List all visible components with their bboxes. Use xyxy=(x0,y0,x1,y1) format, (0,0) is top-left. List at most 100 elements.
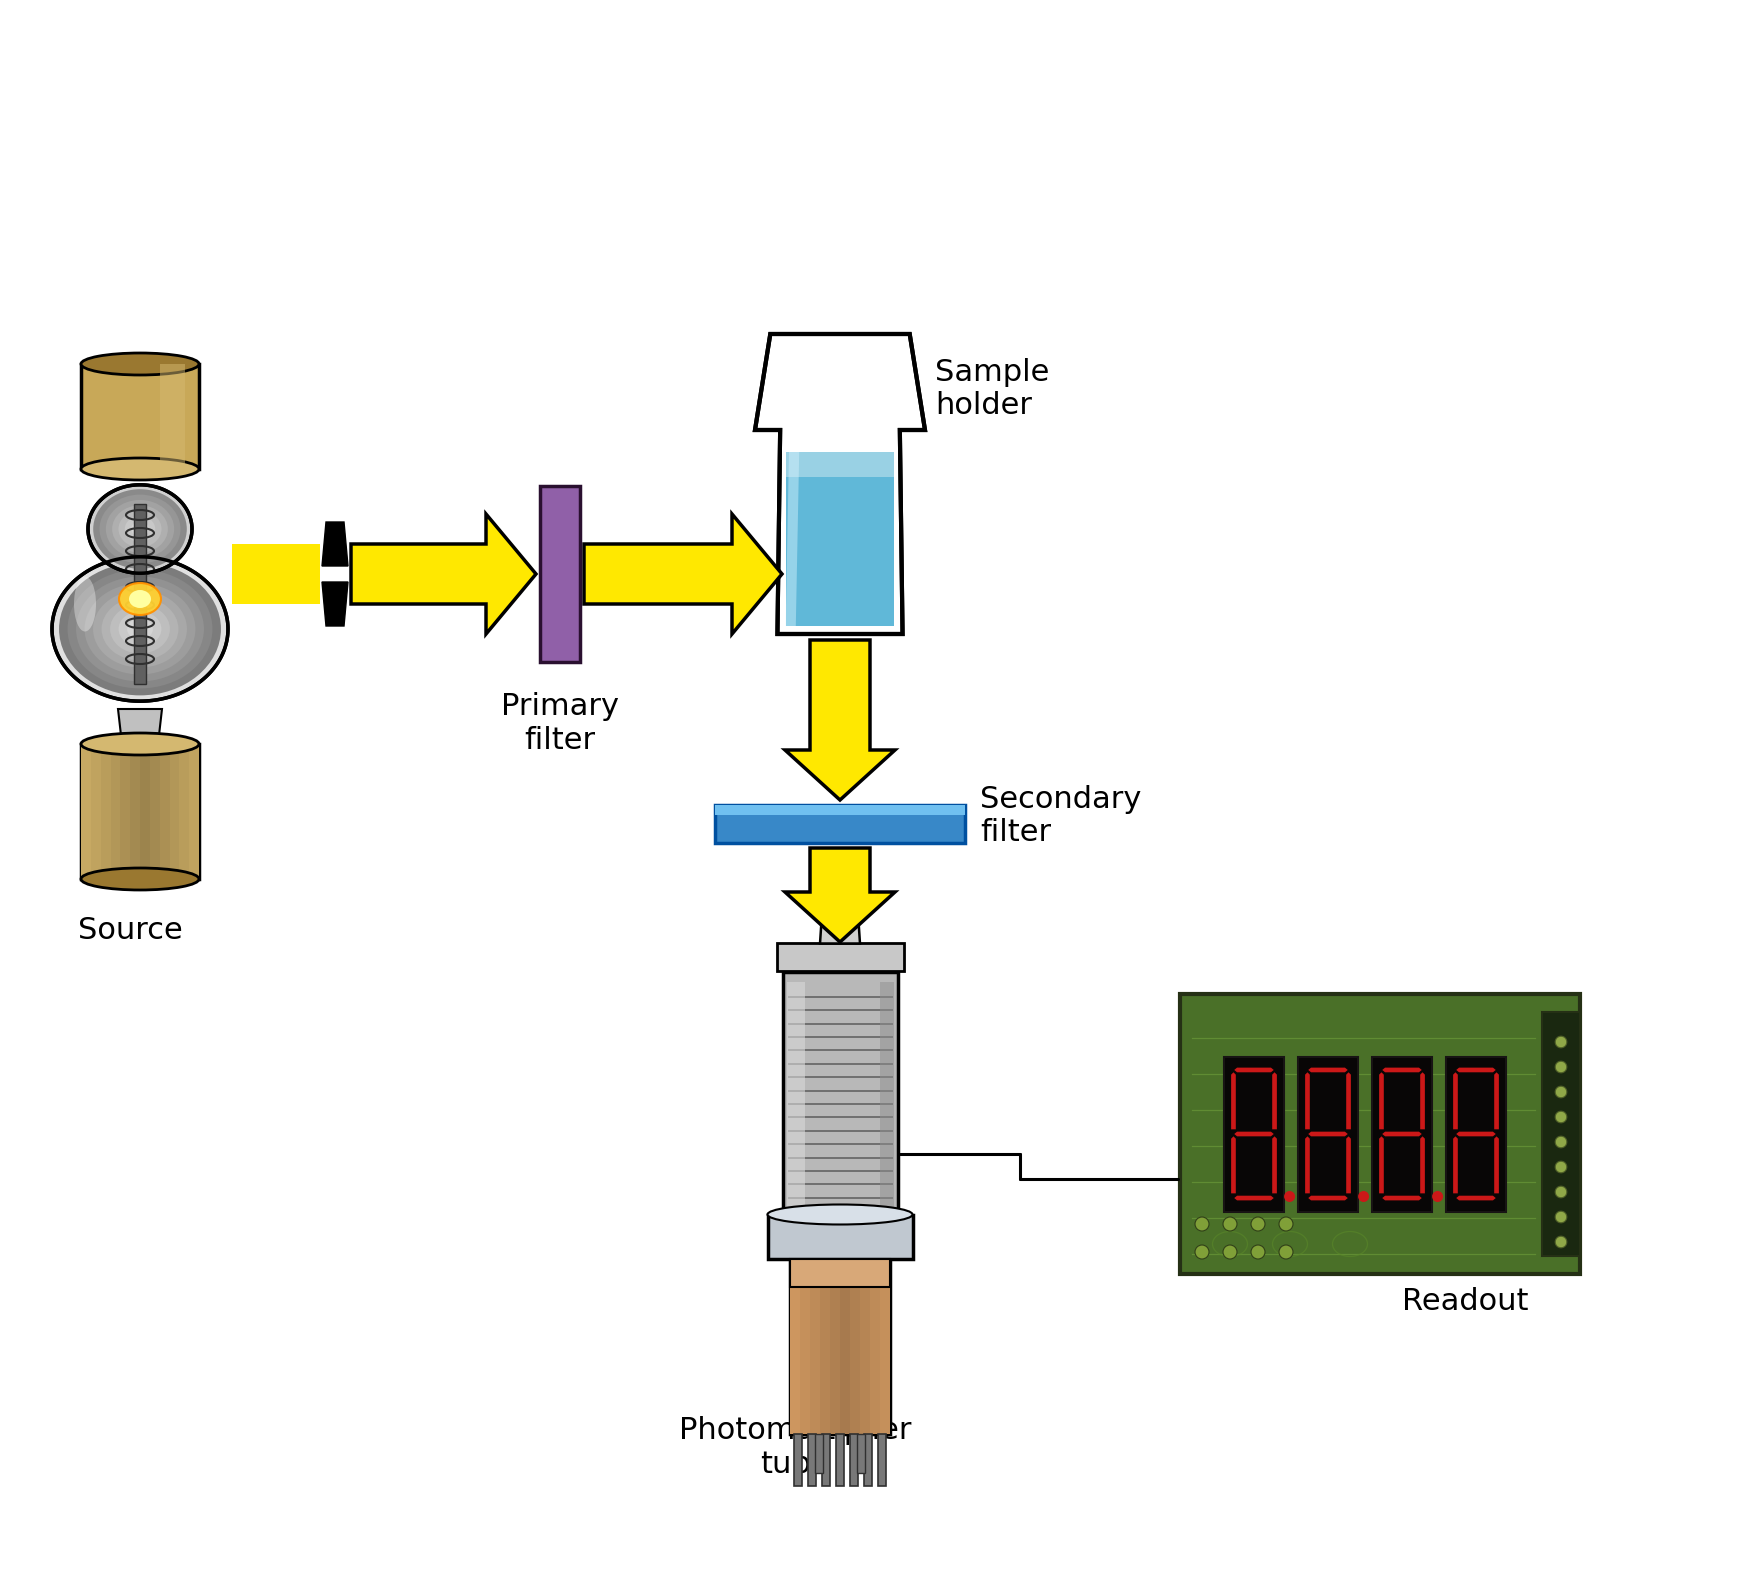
Bar xyxy=(836,1433,845,1486)
Bar xyxy=(160,744,170,878)
Polygon shape xyxy=(1309,1196,1347,1200)
Bar xyxy=(82,744,198,878)
Ellipse shape xyxy=(82,352,198,375)
Point xyxy=(779,1041,799,1060)
Circle shape xyxy=(1279,1245,1293,1259)
Ellipse shape xyxy=(94,590,188,668)
Bar xyxy=(179,744,189,878)
Polygon shape xyxy=(1272,1073,1277,1129)
Point xyxy=(779,1108,799,1127)
Polygon shape xyxy=(1305,1073,1310,1129)
Text: Readout: Readout xyxy=(1403,1288,1528,1317)
Circle shape xyxy=(1556,1086,1566,1098)
Bar xyxy=(879,982,893,1226)
Text: Primary
filter: Primary filter xyxy=(501,692,619,754)
Bar xyxy=(111,744,120,878)
Point xyxy=(779,1014,799,1033)
Bar xyxy=(82,363,198,469)
Bar xyxy=(794,1433,801,1486)
Polygon shape xyxy=(786,641,895,800)
Ellipse shape xyxy=(768,1205,912,1224)
Circle shape xyxy=(1196,1216,1210,1231)
Bar xyxy=(879,1259,890,1433)
Point xyxy=(881,1054,902,1073)
Ellipse shape xyxy=(75,577,96,631)
Ellipse shape xyxy=(118,510,162,547)
Circle shape xyxy=(1224,1245,1237,1259)
Polygon shape xyxy=(754,335,925,634)
Circle shape xyxy=(1279,1216,1293,1231)
Bar xyxy=(871,1259,879,1433)
Polygon shape xyxy=(786,453,799,626)
Polygon shape xyxy=(786,848,895,942)
Point xyxy=(779,1081,799,1100)
Polygon shape xyxy=(118,709,162,744)
Polygon shape xyxy=(1231,1073,1236,1129)
Polygon shape xyxy=(1456,1132,1496,1137)
Point xyxy=(779,1095,799,1114)
Polygon shape xyxy=(1380,1073,1383,1129)
Point xyxy=(779,987,799,1006)
Polygon shape xyxy=(1456,1068,1496,1073)
Ellipse shape xyxy=(82,869,198,889)
Point xyxy=(881,1095,902,1114)
Circle shape xyxy=(1251,1245,1265,1259)
Ellipse shape xyxy=(99,494,181,563)
Bar xyxy=(90,744,101,878)
Polygon shape xyxy=(1382,1132,1422,1137)
Ellipse shape xyxy=(94,489,186,569)
Polygon shape xyxy=(1456,1196,1496,1200)
Circle shape xyxy=(1196,1245,1210,1259)
Polygon shape xyxy=(351,513,535,634)
Bar xyxy=(1298,1057,1357,1211)
Text: Photomultiplier
tube: Photomultiplier tube xyxy=(680,1415,911,1479)
Polygon shape xyxy=(1305,1137,1310,1194)
Text: Secondary
filter: Secondary filter xyxy=(980,784,1142,848)
Polygon shape xyxy=(1453,1137,1458,1194)
Point xyxy=(881,1081,902,1100)
Bar xyxy=(149,744,160,878)
Polygon shape xyxy=(1347,1073,1350,1129)
Bar xyxy=(141,744,149,878)
Polygon shape xyxy=(1420,1073,1425,1129)
Circle shape xyxy=(1556,1237,1566,1248)
Bar xyxy=(860,1259,871,1433)
Ellipse shape xyxy=(130,521,149,537)
Point xyxy=(881,1175,902,1194)
Bar xyxy=(782,971,897,1237)
Polygon shape xyxy=(1420,1137,1425,1194)
Polygon shape xyxy=(1382,1196,1422,1200)
Point xyxy=(779,1135,799,1154)
Ellipse shape xyxy=(82,457,198,480)
Point xyxy=(881,1001,902,1020)
Ellipse shape xyxy=(118,583,162,615)
Polygon shape xyxy=(812,888,867,944)
Bar xyxy=(1446,1057,1507,1211)
Point xyxy=(779,1188,799,1207)
Ellipse shape xyxy=(118,612,162,647)
Bar xyxy=(864,1433,872,1486)
Bar xyxy=(170,744,179,878)
Point xyxy=(881,1148,902,1167)
Bar xyxy=(714,805,965,815)
Point xyxy=(881,1188,902,1207)
Polygon shape xyxy=(52,556,228,701)
Bar xyxy=(787,982,805,1226)
Ellipse shape xyxy=(125,516,155,542)
Circle shape xyxy=(1556,1036,1566,1047)
Bar xyxy=(130,744,141,878)
Polygon shape xyxy=(1382,1068,1422,1073)
Bar xyxy=(878,1433,886,1486)
Point xyxy=(881,987,902,1006)
Circle shape xyxy=(1556,1062,1566,1073)
Circle shape xyxy=(1556,1111,1566,1122)
Polygon shape xyxy=(1234,1068,1274,1073)
Polygon shape xyxy=(1380,1137,1383,1194)
Bar xyxy=(189,744,198,878)
Bar xyxy=(831,1259,839,1433)
Polygon shape xyxy=(1309,1068,1347,1073)
Bar xyxy=(1371,1057,1432,1211)
Polygon shape xyxy=(1231,1137,1236,1194)
Point xyxy=(881,1028,902,1047)
Bar xyxy=(714,805,965,843)
